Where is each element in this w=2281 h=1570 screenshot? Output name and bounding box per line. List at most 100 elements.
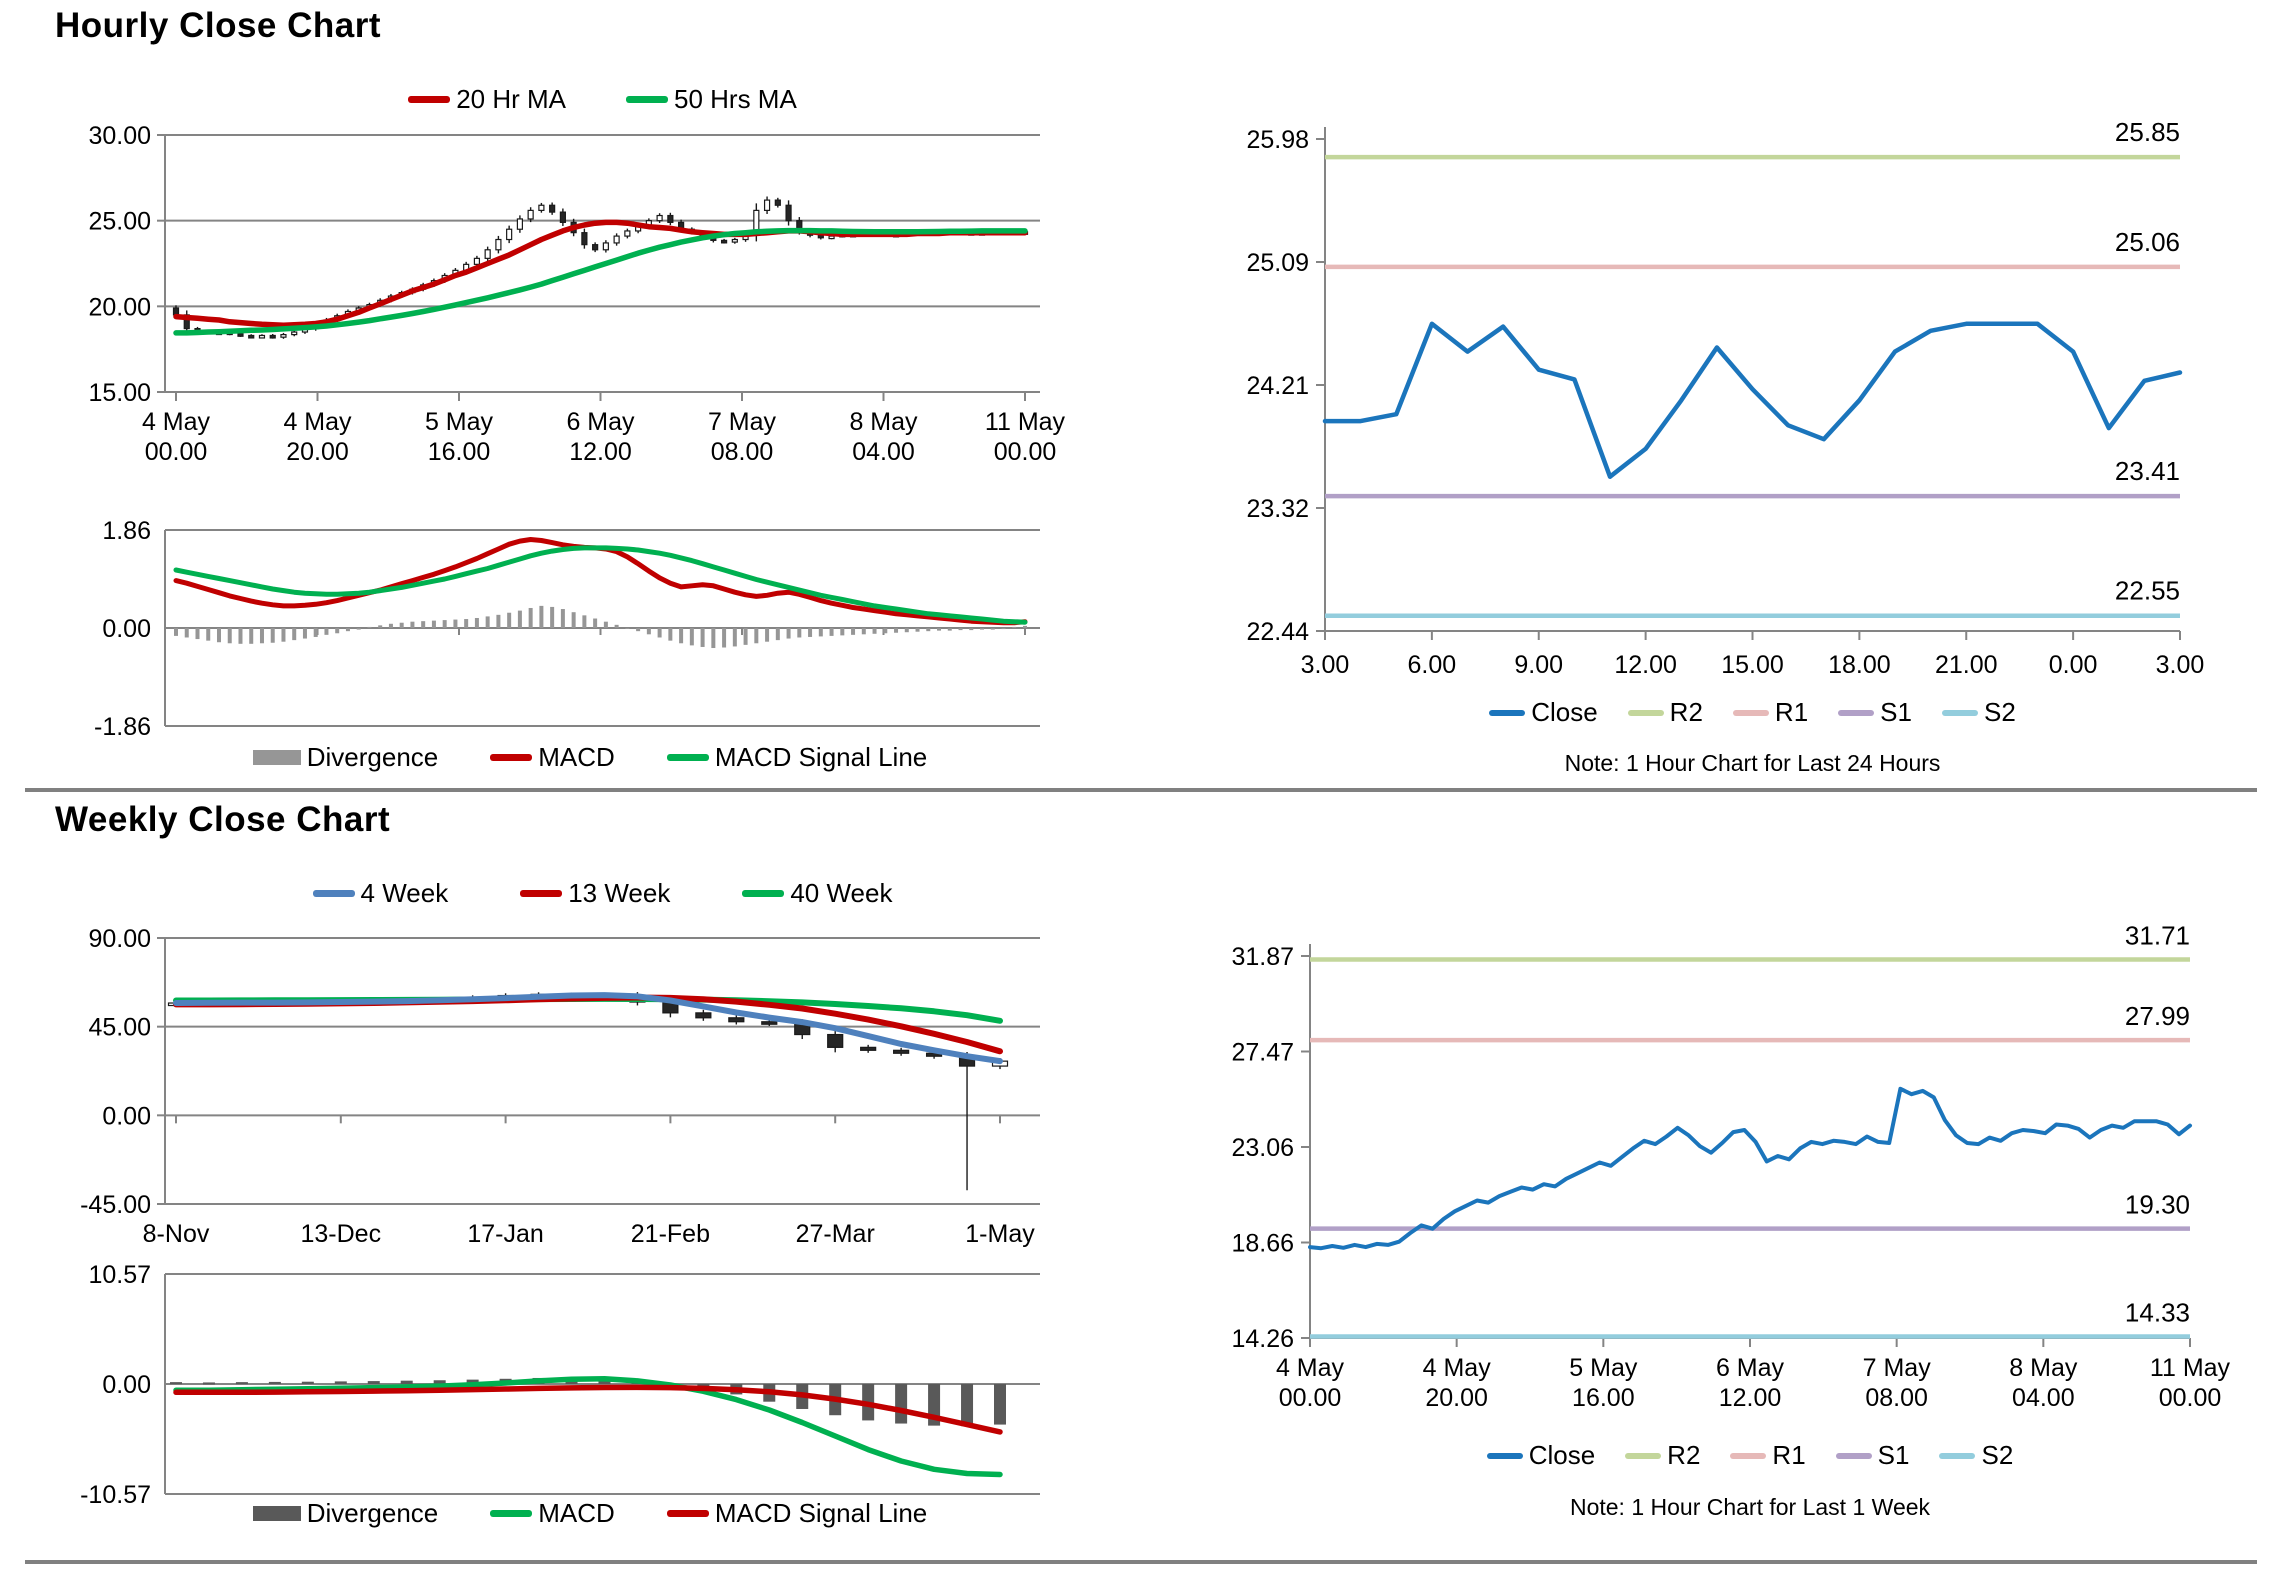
svg-text:00.00: 00.00 (994, 438, 1057, 466)
legend-swatch-icon (666, 1510, 709, 1517)
section-divider (25, 788, 2257, 792)
legend-swatch-icon (666, 754, 709, 761)
svg-text:11 May: 11 May (2150, 1354, 2231, 1382)
legend-swatch-icon (1732, 709, 1769, 716)
legend-swatch-icon (1625, 1452, 1662, 1459)
hourly-legend: 20 Hr MA 50 Hrs MA (165, 84, 1040, 115)
legend-item-macd: MACD (490, 742, 615, 773)
svg-text:20.00: 20.00 (286, 438, 349, 466)
legend-swatch-icon (490, 1510, 533, 1517)
svg-text:6 May: 6 May (566, 408, 635, 436)
weekly-close-chart: 90.00 45.00 0.00 -45.008-Nov 13-Dec 17-Jan 21-… (80, 925, 1040, 1248)
svg-text:21-Feb: 21-Feb (631, 1220, 710, 1248)
svg-text:08.00: 08.00 (1865, 1384, 1928, 1412)
svg-text:12.00: 12.00 (1614, 651, 1677, 679)
legend-label: S1 (1880, 697, 1912, 727)
svg-text:90.00: 90.00 (88, 925, 151, 953)
legend-label: Close (1528, 1440, 1596, 1470)
legend-label: R1 (1774, 697, 1809, 727)
legend-item-r2: R2 (1625, 1440, 1700, 1471)
legend-label: S1 (1877, 1440, 1910, 1470)
legend-swatch-icon (626, 96, 668, 103)
svg-text:14.33: 14.33 (2125, 1297, 2190, 1327)
svg-text:5 May: 5 May (1569, 1354, 1638, 1382)
legend-label: 13 Week (568, 878, 671, 908)
svg-text:-10.57: -10.57 (80, 1481, 151, 1509)
svg-text:12.00: 12.00 (569, 438, 632, 466)
legend-item-divergence: Divergence (252, 742, 439, 773)
legend-swatch-icon (490, 754, 533, 761)
svg-text:7 May: 7 May (708, 408, 777, 436)
svg-text:4 May: 4 May (142, 408, 211, 436)
svg-text:8-Nov: 8-Nov (143, 1220, 210, 1248)
bottom-divider (25, 1560, 2257, 1564)
hourly-pivot-legend: Close R2 R1 S1 S2 (1325, 697, 2180, 728)
svg-text:17-Jan: 17-Jan (467, 1220, 543, 1248)
svg-text:14.26: 14.26 (1231, 1325, 1294, 1353)
svg-text:20.00: 20.00 (1425, 1384, 1488, 1412)
svg-text:15.00: 15.00 (1721, 651, 1784, 679)
hourly-macd-chart: 1.86 0.00 -1.86 (94, 517, 1040, 741)
legend-swatch-icon (1489, 709, 1526, 716)
svg-text:6.00: 6.00 (1408, 651, 1457, 679)
svg-text:27.47: 27.47 (1231, 1039, 1294, 1067)
svg-text:1.86: 1.86 (102, 517, 151, 545)
svg-text:10.57: 10.57 (88, 1261, 151, 1289)
legend-item-40-week: 40 Week (742, 878, 892, 909)
svg-text:9.00: 9.00 (1514, 651, 1563, 679)
svg-text:45.00: 45.00 (88, 1014, 151, 1042)
legend-swatch-icon (252, 750, 301, 765)
svg-text:00.00: 00.00 (145, 438, 208, 466)
legend-swatch-icon (1627, 709, 1664, 716)
svg-text:5 May: 5 May (425, 408, 494, 436)
svg-text:21.00: 21.00 (1935, 651, 1998, 679)
svg-text:24.21: 24.21 (1246, 372, 1309, 400)
legend-item-50-hrs-ma: 50 Hrs MA (626, 84, 797, 115)
legend-item-20-hr-ma: 20 Hr MA (408, 84, 566, 115)
legend-item-macd: MACD (490, 1498, 615, 1529)
svg-text:04.00: 04.00 (852, 438, 915, 466)
svg-text:0.00: 0.00 (102, 1371, 151, 1399)
legend-label: MACD Signal Line (714, 1498, 928, 1528)
svg-text:22.55: 22.55 (2115, 576, 2180, 606)
svg-text:27.99: 27.99 (2125, 1001, 2190, 1031)
svg-text:4 May: 4 May (1276, 1354, 1345, 1382)
legend-item-4-week: 4 Week (312, 878, 448, 909)
svg-text:0.00: 0.00 (102, 1102, 151, 1130)
legend-item-s2: S2 (1939, 1440, 2013, 1471)
svg-text:15.00: 15.00 (88, 379, 151, 407)
svg-text:16.00: 16.00 (1572, 1384, 1635, 1412)
svg-text:18.66: 18.66 (1231, 1230, 1294, 1258)
svg-text:23.06: 23.06 (1231, 1134, 1294, 1162)
weekly-legend: 4 Week 13 Week 40 Week (165, 878, 1040, 909)
svg-text:8 May: 8 May (2009, 1354, 2078, 1382)
svg-text:-45.00: -45.00 (80, 1191, 151, 1219)
legend-swatch-icon (1838, 709, 1875, 716)
legend-swatch-icon (408, 96, 451, 103)
legend-label: R2 (1667, 1440, 1701, 1470)
svg-text:0.00: 0.00 (102, 615, 151, 643)
svg-text:12.00: 12.00 (1719, 1384, 1782, 1412)
hourly-chart-title: Hourly Close Chart (55, 6, 381, 45)
legend-item-13-week: 13 Week (520, 878, 670, 909)
svg-text:31.87: 31.87 (1231, 943, 1294, 971)
hourly-pivot-note: Note: 1 Hour Chart for Last 24 Hours (1564, 750, 1941, 776)
svg-text:25.85: 25.85 (2115, 117, 2180, 147)
svg-text:8 May: 8 May (849, 408, 918, 436)
legend-label: Close (1531, 697, 1598, 727)
legend-swatch-icon (312, 890, 355, 897)
legend-label: MACD (538, 742, 615, 772)
legend-label: Divergence (306, 742, 439, 772)
svg-text:25.09: 25.09 (1246, 249, 1309, 277)
svg-text:04.00: 04.00 (2012, 1384, 2075, 1412)
hourly-macd-legend: Divergence MACD MACD Signal Line (140, 742, 1040, 773)
weekly-chart-title: Weekly Close Chart (55, 800, 391, 839)
legend-item-s1: S1 (1835, 1440, 1910, 1471)
legend-swatch-icon (520, 890, 563, 897)
legend-item-macd-signal-line: MACD Signal Line (666, 1498, 928, 1529)
svg-text:27-Mar: 27-Mar (796, 1220, 875, 1248)
weekly-pivot-note: Note: 1 Hour Chart for Last 1 Week (1569, 1494, 1931, 1520)
svg-text:23.32: 23.32 (1246, 495, 1309, 523)
legend-swatch-icon (1835, 1452, 1872, 1459)
